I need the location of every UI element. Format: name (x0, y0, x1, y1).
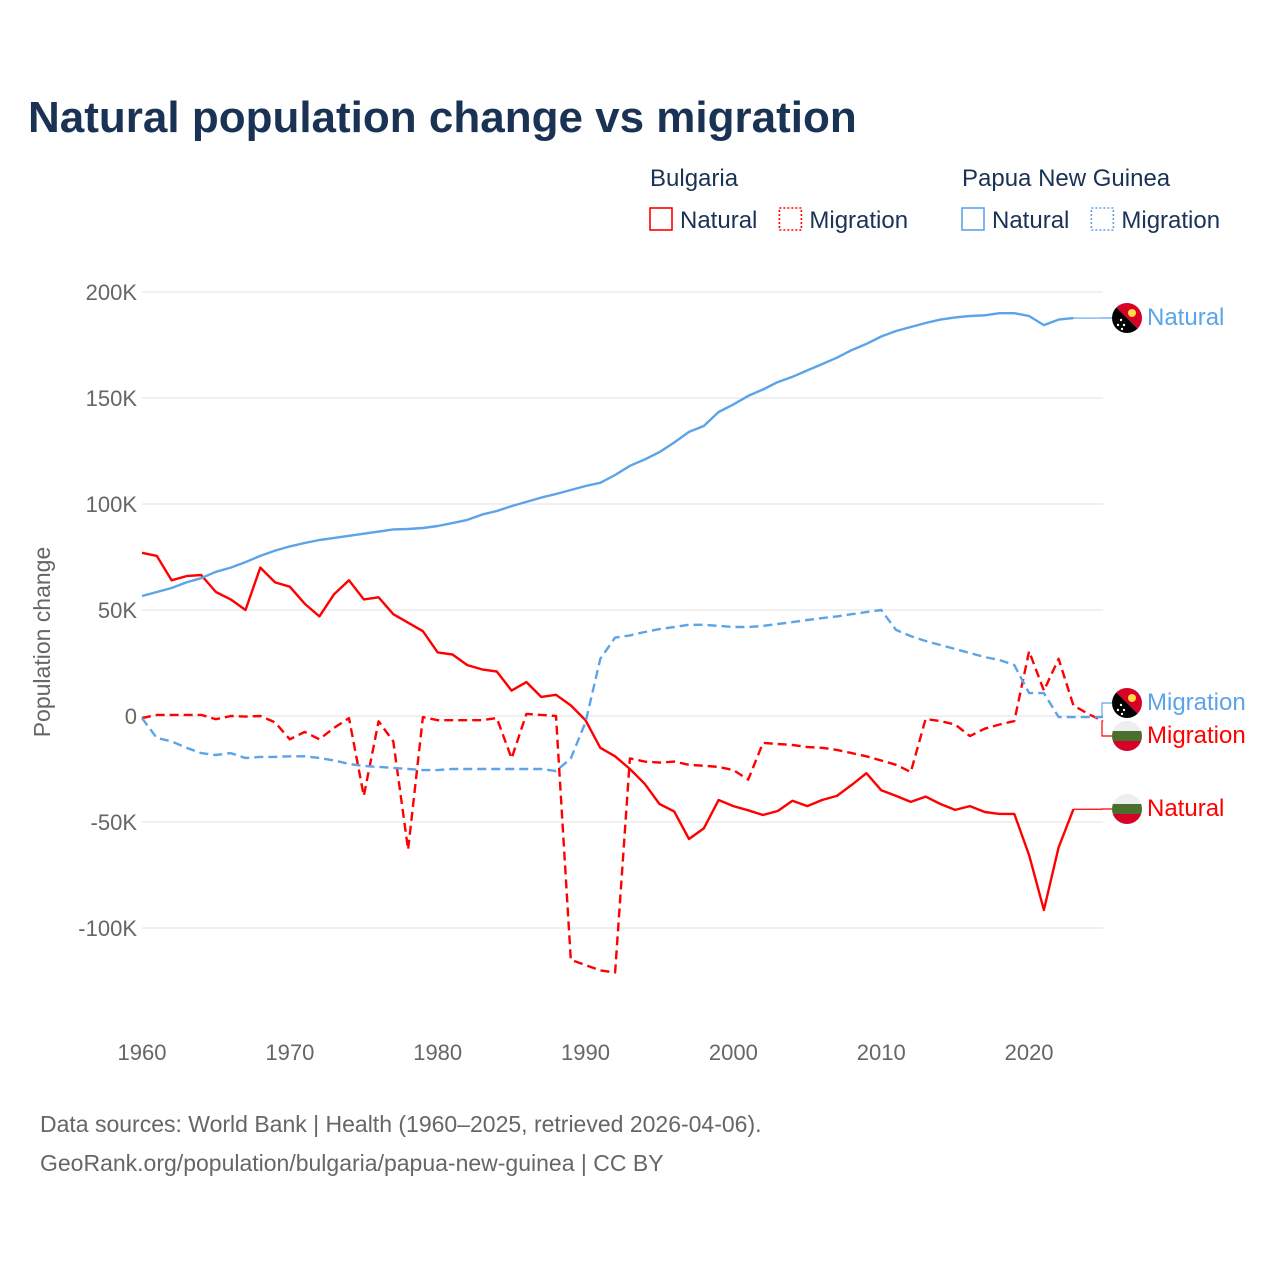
x-tick-label: 1990 (561, 1040, 610, 1065)
end-labels: Natural Migration Natural Migration (1073, 303, 1246, 824)
legend-swatch (649, 207, 673, 231)
y-tick-label: 50K (98, 598, 137, 623)
legend-item: Natural (680, 207, 757, 234)
x-tick-label: 1960 (118, 1040, 167, 1065)
legend-group-title: Bulgaria (650, 165, 739, 192)
papua-new-guinea-flag-icon (1112, 688, 1142, 718)
series-line (141, 312, 1074, 598)
bulgaria-flag-icon (1112, 721, 1142, 751)
bulgaria-flag-icon (1112, 794, 1142, 824)
series-line (141, 650, 1104, 974)
y-tick-label: -100K (78, 916, 137, 941)
papua-new-guinea-flag-icon (1112, 303, 1142, 333)
legend-item: Migration (809, 207, 908, 234)
series-lines (141, 312, 1104, 974)
grid (142, 291, 1103, 929)
legend-swatch (1090, 207, 1115, 231)
legend-swatch (778, 207, 803, 231)
series-end-label: Natural (1147, 304, 1224, 331)
x-tick-label: 1980 (413, 1040, 462, 1065)
x-tick-label: 2000 (709, 1040, 758, 1065)
legend-swatch (961, 207, 985, 231)
x-tick-label: 2010 (857, 1040, 906, 1065)
series-end-label: Migration (1147, 689, 1246, 716)
legend-item: Natural (992, 207, 1069, 234)
x-tick-label: 1970 (265, 1040, 314, 1065)
label-leader-line (1101, 720, 1112, 737)
y-axis-label: Population change (29, 547, 55, 738)
y-tick-label: 200K (86, 280, 138, 305)
legend-group-title: Papua New Guinea (962, 165, 1171, 192)
y-tick-label: -50K (91, 810, 138, 835)
source-line-1: Data sources: World Bank | Health (1960–… (40, 1111, 762, 1137)
series-line (141, 551, 1075, 912)
x-tick-label: 2020 (1005, 1040, 1054, 1065)
x-axis: 1960 1970 1980 1990 2000 2010 2020 (118, 1040, 1054, 1065)
y-tick-label: 0 (125, 704, 137, 729)
y-axis: -100K -50K 0 50K 100K 150K 200K (78, 280, 137, 941)
chart-title: Natural population change vs migration (28, 93, 857, 142)
series-line (141, 608, 1103, 773)
series-end-label: Migration (1147, 722, 1246, 749)
y-tick-label: 150K (86, 386, 138, 411)
legend-item: Migration (1121, 207, 1220, 234)
series-end-label: Natural (1147, 795, 1224, 822)
source-line-2: GeoRank.org/population/bulgaria/papua-ne… (40, 1150, 664, 1176)
legend: Bulgaria Natural Migration Papua New Guinea… (649, 165, 1220, 234)
y-tick-label: 100K (86, 492, 138, 517)
label-leader-line (1101, 702, 1112, 718)
